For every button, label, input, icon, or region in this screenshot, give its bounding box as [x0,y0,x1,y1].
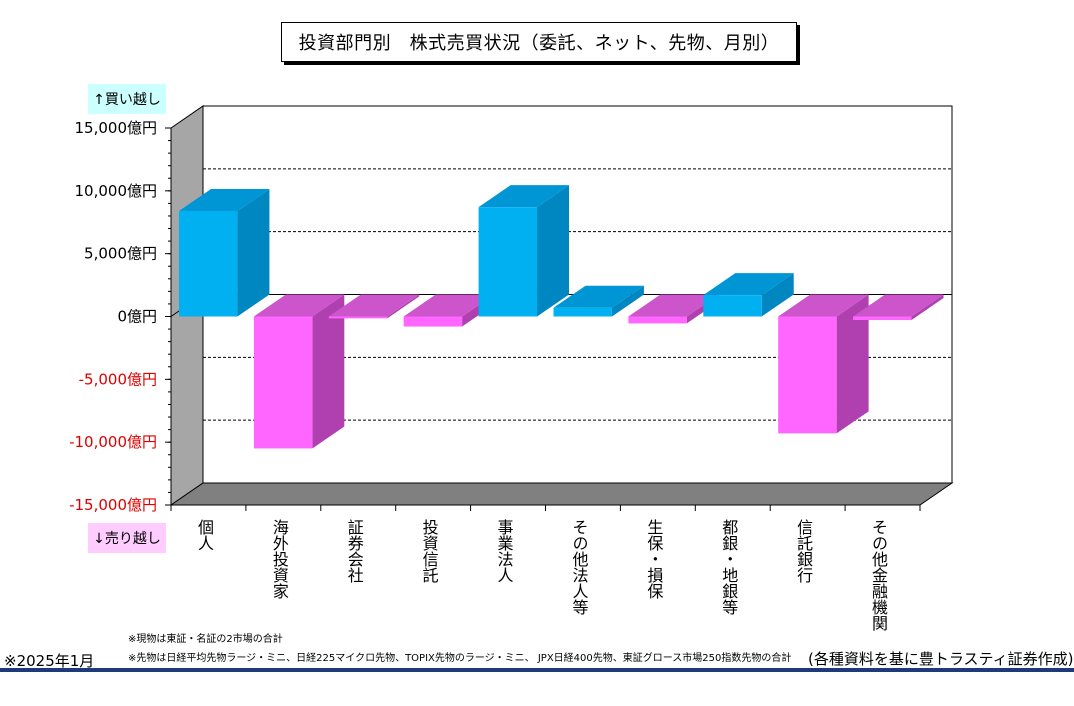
bar-top [253,294,345,317]
category-label: 信託銀行 [794,519,813,584]
category-label: その他法人等 [569,519,588,615]
bar-top [553,285,644,308]
floor [169,482,954,506]
bar [403,316,463,327]
bar [778,316,837,434]
y-tick-label: 0億円 [117,308,157,326]
bar-side [312,294,345,449]
bar-top [403,294,495,317]
note-futures: ※先物は日経平均先物ラージ・ミニ、日経225マイクロ先物、TOPIX先物のラージ… [128,653,792,664]
category-label: 個人 [195,519,214,551]
y-tick-label: -10,000億円 [69,433,157,451]
bar-side [761,273,794,317]
bar [628,316,687,324]
category-label: 投資信託 [420,519,439,583]
bar-top [778,294,869,317]
bar-top [179,188,270,211]
buy-label: ↑買い越し [88,84,166,114]
bar [253,316,313,449]
category-label: 都銀・地銀等 [719,519,738,615]
bar-top [628,294,719,317]
y-tick-label: 10,000億円 [75,182,158,200]
category-label: 生保・損保 [644,519,663,599]
bar-top [328,294,420,317]
bar [478,207,538,317]
chart-title: 投資部門別 株式売買状況（委託、ネット、先物、月別） [281,22,797,62]
y-tick-label: -15,000億円 [69,496,157,514]
bar-top [478,185,570,208]
category-label: その他金融機関 [869,519,888,632]
y-tick-label: 15,000億円 [75,119,158,137]
credit-label: (各種資料を基に豊トラスティ証券作成) [808,650,1074,668]
bar-side [611,285,644,317]
category-label: 証券会社 [345,519,364,583]
sell-label: ↓売り越し [88,523,166,553]
bottom-rule [0,668,1074,672]
note-spot: ※現物は東証・名証の2市場の合計 [128,634,283,645]
bar-side [237,188,270,317]
bar [703,295,762,317]
bar-top [853,294,944,317]
y-tick-label: 5,000億円 [84,245,157,263]
bar-top [703,273,794,296]
bar [328,316,388,319]
bar-side [537,185,570,317]
bar [179,210,238,317]
bar-side [911,294,944,321]
category-label: 事業法人 [495,519,514,583]
bar-side [387,294,420,319]
bar-side [836,294,869,434]
category-label: 海外投資家 [270,519,289,599]
bar [853,316,912,321]
y-tick-label: -5,000億円 [79,370,157,388]
bar [553,307,612,317]
date-label: ※2025年1月 [4,652,95,670]
